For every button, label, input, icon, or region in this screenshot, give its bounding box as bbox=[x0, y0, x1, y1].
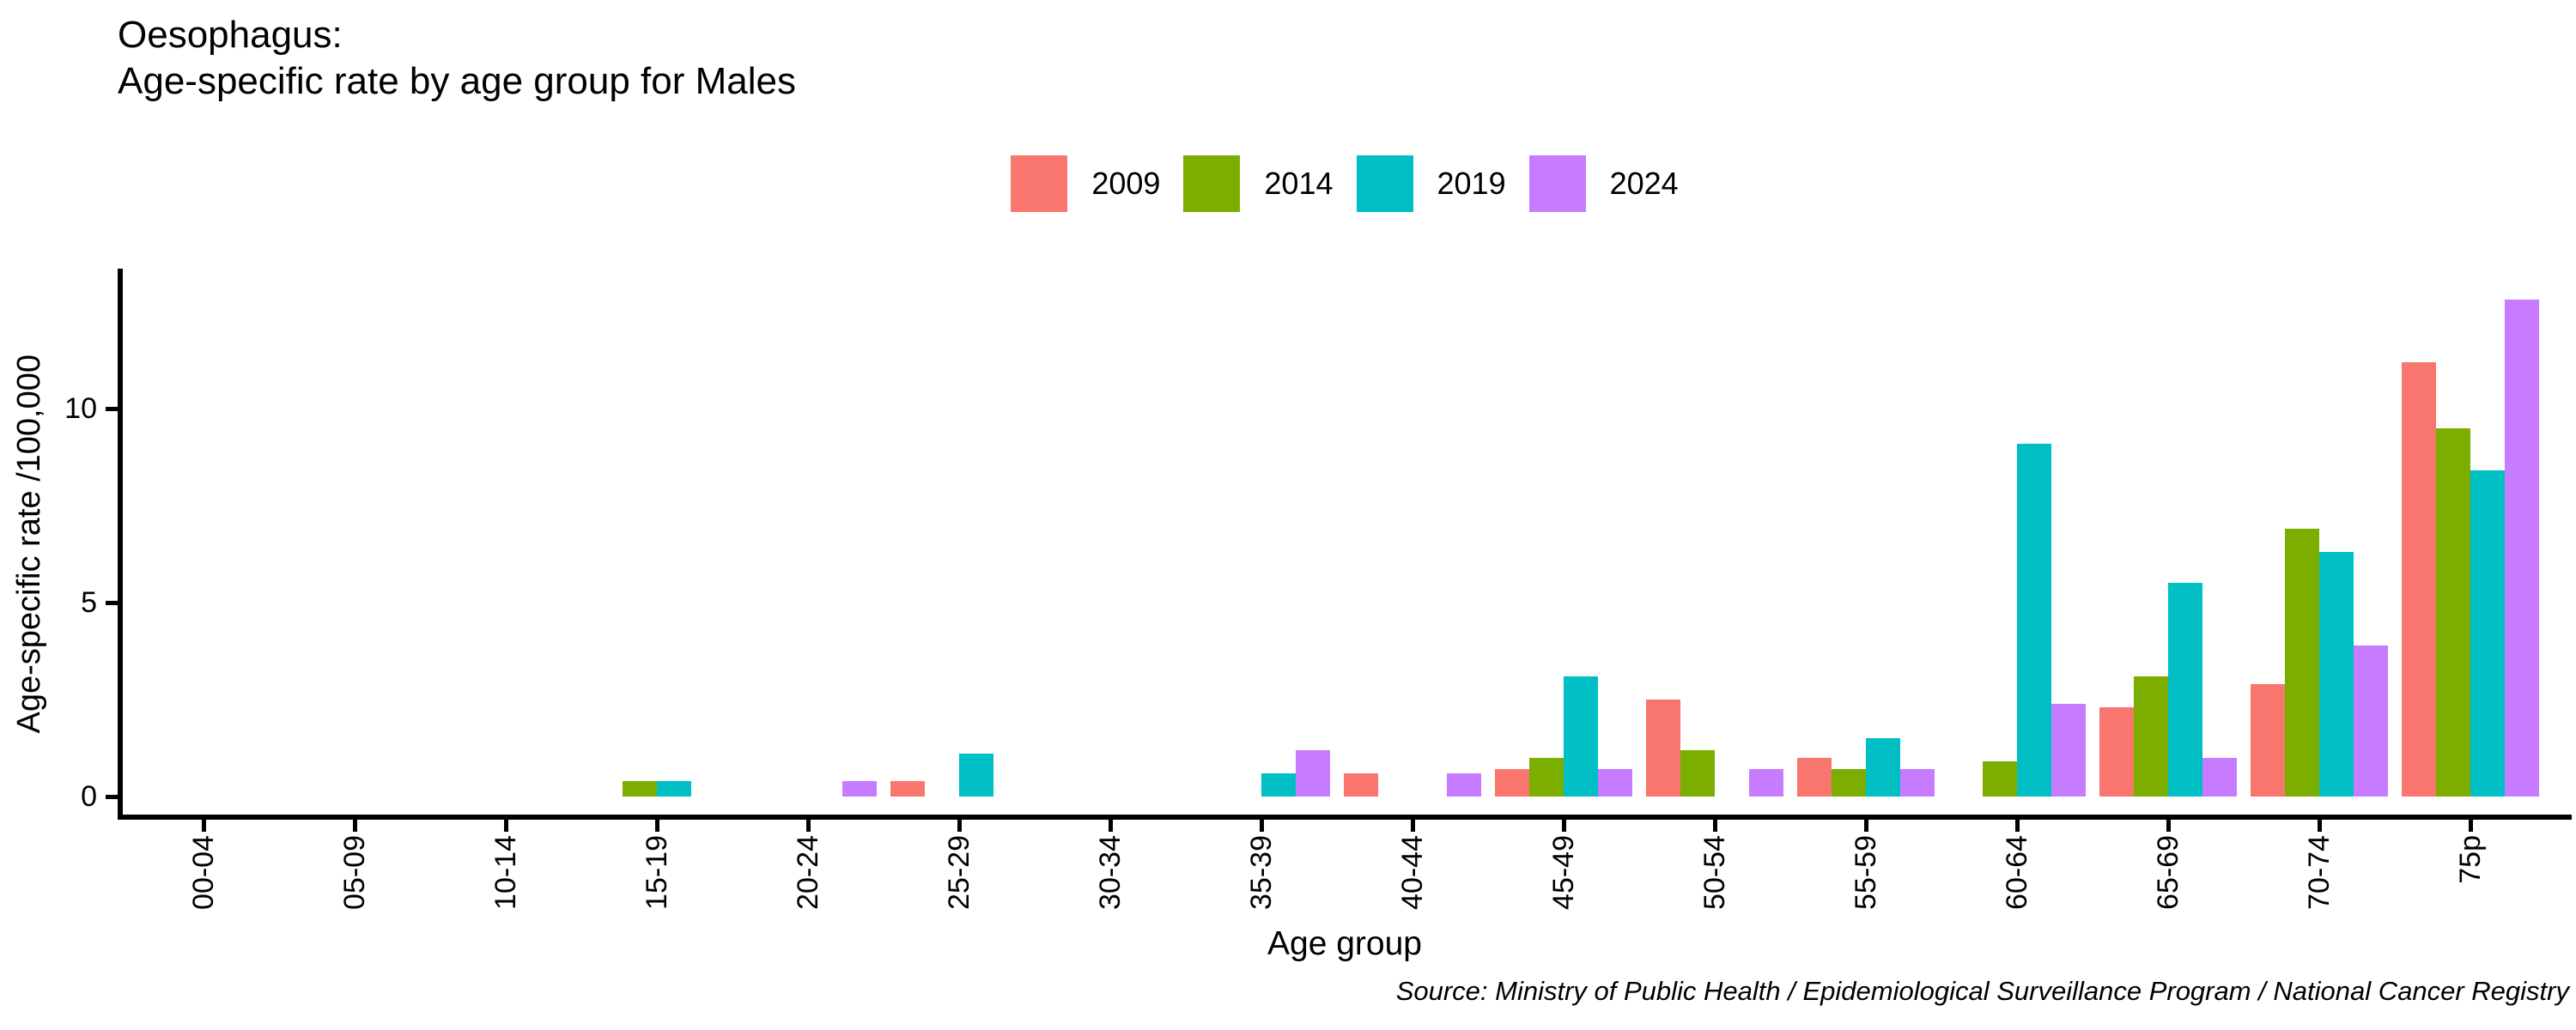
legend-label-2024: 2024 bbox=[1609, 166, 1679, 201]
x-tick-label-20-24: 20-24 bbox=[792, 835, 824, 910]
plot-panel bbox=[118, 269, 2572, 820]
x-tick-label-60-64: 60-64 bbox=[2001, 835, 2033, 910]
bar-2024-55-59 bbox=[1900, 769, 1935, 797]
x-tick-label-65-69: 65-69 bbox=[2152, 835, 2184, 910]
bar-2014-50-54 bbox=[1680, 750, 1715, 797]
y-tick-label-5: 5 bbox=[81, 586, 97, 619]
bar-2014-60-64 bbox=[1983, 761, 2017, 797]
chart-title-line1: Oesophagus: bbox=[118, 14, 343, 56]
x-axis-title: Age group bbox=[1267, 925, 1422, 962]
bar-2024-60-64 bbox=[2051, 704, 2086, 797]
bar-2019-45-49 bbox=[1564, 676, 1598, 797]
x-tick-label-30-34: 30-34 bbox=[1094, 835, 1127, 910]
x-tick-25-29 bbox=[957, 820, 962, 832]
bar-2019-70-74 bbox=[2319, 552, 2354, 797]
bar-2014-70-74 bbox=[2285, 529, 2319, 797]
y-tick-5 bbox=[106, 601, 118, 605]
chart-title-line2: Age-specific rate by age group for Males bbox=[118, 60, 796, 102]
chart-title: Oesophagus: Age-specific rate by age gro… bbox=[118, 12, 796, 105]
legend-item-2019: 2019 bbox=[1356, 155, 1506, 212]
legend: 2009 2014 2019 2024 bbox=[118, 155, 2572, 212]
x-tick-60-64 bbox=[2015, 820, 2020, 832]
x-tick-50-54 bbox=[1713, 820, 1717, 832]
legend-swatch-2019 bbox=[1356, 155, 1413, 212]
bar-2024-70-74 bbox=[2354, 645, 2388, 797]
bar-2024-35-39 bbox=[1296, 750, 1330, 797]
bar-2019-25-29 bbox=[959, 754, 993, 797]
bar-2014-75p bbox=[2436, 428, 2470, 797]
x-tick-label-50-54: 50-54 bbox=[1698, 835, 1731, 910]
x-tick-15-19 bbox=[655, 820, 659, 832]
bar-2009-75p bbox=[2402, 362, 2436, 797]
legend-label-2009: 2009 bbox=[1091, 166, 1161, 201]
bar-2024-75p bbox=[2505, 300, 2539, 797]
x-tick-label-70-74: 70-74 bbox=[2303, 835, 2336, 910]
legend-swatch-2014 bbox=[1183, 155, 1241, 212]
x-tick-40-44 bbox=[1411, 820, 1415, 832]
bar-2009-45-49 bbox=[1495, 769, 1529, 797]
bar-2014-65-69 bbox=[2134, 676, 2168, 797]
x-tick-05-09 bbox=[353, 820, 357, 832]
x-tick-30-34 bbox=[1109, 820, 1113, 832]
bar-2014-45-49 bbox=[1529, 758, 1564, 797]
x-tick-70-74 bbox=[2318, 820, 2322, 832]
bar-2019-15-19 bbox=[657, 781, 691, 797]
y-tick-0 bbox=[106, 795, 118, 799]
x-tick-label-40-44: 40-44 bbox=[1396, 835, 1429, 910]
bar-2014-15-19 bbox=[623, 781, 657, 797]
x-tick-65-69 bbox=[2166, 820, 2171, 832]
bar-2019-60-64 bbox=[2017, 444, 2051, 797]
bar-2019-65-69 bbox=[2168, 583, 2202, 797]
bar-2019-35-39 bbox=[1261, 773, 1296, 797]
x-tick-label-00-04: 00-04 bbox=[187, 835, 220, 910]
x-tick-75p bbox=[2469, 820, 2473, 832]
x-tick-10-14 bbox=[504, 820, 508, 832]
bar-2024-45-49 bbox=[1598, 769, 1632, 797]
x-tick-label-15-19: 15-19 bbox=[641, 835, 673, 910]
legend-item-2024: 2024 bbox=[1528, 155, 1679, 212]
bar-2009-55-59 bbox=[1797, 758, 1832, 797]
legend-swatch-2024 bbox=[1528, 155, 1586, 212]
x-tick-label-35-39: 35-39 bbox=[1245, 835, 1278, 910]
bar-2019-75p bbox=[2470, 470, 2505, 797]
legend-swatch-2009 bbox=[1011, 155, 1068, 212]
bar-2024-50-54 bbox=[1749, 769, 1783, 797]
x-tick-20-24 bbox=[806, 820, 811, 832]
legend-label-2014: 2014 bbox=[1264, 166, 1334, 201]
bar-2009-70-74 bbox=[2251, 684, 2285, 797]
y-axis-title: Age-specific rate /100,000 bbox=[11, 354, 47, 734]
bar-2009-50-54 bbox=[1646, 700, 1680, 797]
y-tick-label-0: 0 bbox=[81, 780, 97, 813]
x-tick-label-25-29: 25-29 bbox=[943, 835, 975, 910]
source-note: Source: Ministry of Public Health / Epid… bbox=[1395, 976, 2569, 1006]
x-tick-label-75p: 75p bbox=[2454, 835, 2487, 884]
x-tick-label-45-49: 45-49 bbox=[1547, 835, 1580, 910]
bar-2009-25-29 bbox=[890, 781, 925, 797]
bar-2024-20-24 bbox=[842, 781, 877, 797]
x-tick-55-59 bbox=[1864, 820, 1868, 832]
bar-2014-55-59 bbox=[1832, 769, 1866, 797]
x-tick-00-04 bbox=[202, 820, 206, 832]
legend-item-2014: 2014 bbox=[1183, 155, 1334, 212]
bar-2019-55-59 bbox=[1866, 738, 1900, 797]
x-tick-label-10-14: 10-14 bbox=[489, 835, 522, 910]
x-tick-label-55-59: 55-59 bbox=[1850, 835, 1882, 910]
bar-2009-40-44 bbox=[1344, 773, 1378, 797]
bar-2024-40-44 bbox=[1447, 773, 1481, 797]
legend-label-2019: 2019 bbox=[1437, 166, 1506, 201]
bar-2009-65-69 bbox=[2099, 707, 2134, 797]
x-tick-label-05-09: 05-09 bbox=[338, 835, 371, 910]
x-tick-35-39 bbox=[1260, 820, 1264, 832]
y-tick-10 bbox=[106, 407, 118, 411]
bar-2024-65-69 bbox=[2202, 758, 2237, 797]
x-tick-45-49 bbox=[1562, 820, 1566, 832]
y-tick-label-10: 10 bbox=[64, 392, 97, 425]
legend-item-2009: 2009 bbox=[1011, 155, 1160, 212]
